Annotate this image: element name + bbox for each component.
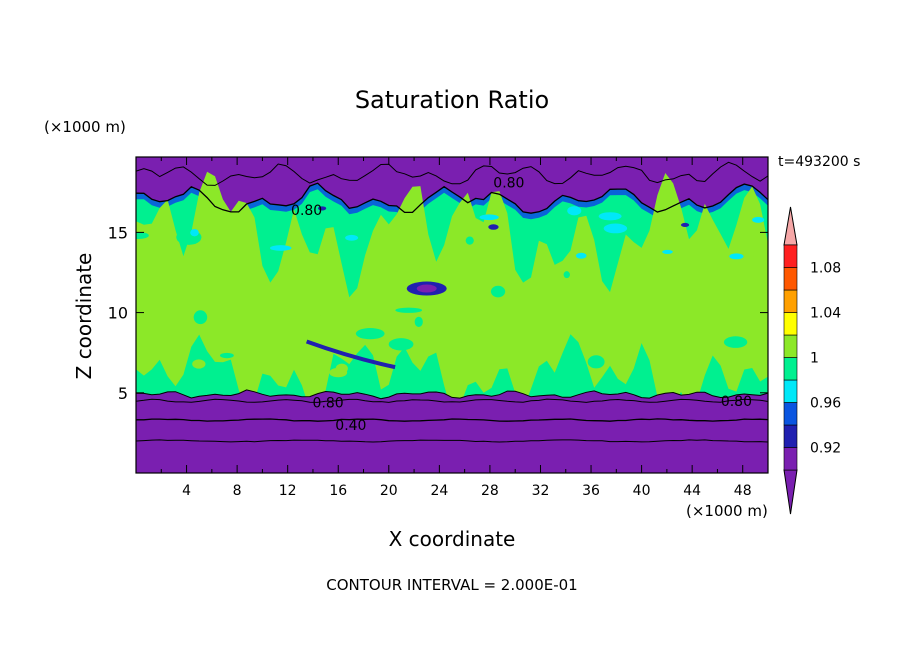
contour-label: 0.80 bbox=[493, 176, 524, 192]
x-tick-label: 8 bbox=[233, 483, 242, 499]
colorbar-tick-label: 0.92 bbox=[810, 441, 841, 457]
filament-patch bbox=[193, 310, 208, 325]
x-tick-label: 16 bbox=[329, 483, 347, 499]
moist-patch bbox=[488, 224, 499, 230]
moist-patch bbox=[269, 245, 292, 251]
colorbar-swatch bbox=[783, 267, 798, 291]
moist-patch bbox=[662, 249, 673, 254]
colorbar-swatch bbox=[783, 334, 798, 358]
filament-patch bbox=[587, 355, 605, 369]
colorbar-swatch bbox=[783, 402, 798, 426]
lower-dry-layer bbox=[136, 389, 768, 473]
contour-upper-inner bbox=[136, 161, 768, 186]
colorbar-tick-label: 1.04 bbox=[810, 306, 841, 322]
filament-patch bbox=[752, 248, 768, 260]
x-tick-label: 4 bbox=[182, 483, 191, 499]
filament-patch bbox=[355, 328, 385, 340]
contour-0.40 bbox=[136, 418, 768, 422]
contour-label: 0.80 bbox=[721, 394, 752, 410]
filament-patch bbox=[451, 244, 474, 253]
filament-patch bbox=[136, 304, 145, 309]
colorbar-swatch bbox=[783, 379, 798, 403]
contour-label: 0.80 bbox=[313, 395, 344, 411]
contour-lower-inner bbox=[136, 439, 768, 443]
filament-patch bbox=[563, 271, 570, 279]
colorbar-over-arrow bbox=[783, 206, 798, 246]
moist-patch bbox=[479, 214, 499, 221]
filament-patch bbox=[138, 257, 155, 270]
x-axis-label: X coordinate bbox=[388, 527, 516, 551]
filament-patch bbox=[385, 318, 411, 325]
plot-frame bbox=[135, 156, 769, 474]
y-axis-units: (×1000 m) bbox=[44, 118, 126, 136]
filament-patch bbox=[417, 336, 443, 345]
saturated-core bbox=[136, 171, 768, 417]
filament-patch bbox=[395, 307, 423, 313]
contour-interval-label: CONTOUR INTERVAL = 2.000E-01 bbox=[326, 576, 578, 594]
blue-rim bbox=[136, 183, 768, 220]
x-tick-label: 20 bbox=[380, 483, 398, 499]
moist-patch bbox=[603, 223, 628, 234]
x-axis-units: (×1000 m) bbox=[686, 502, 768, 520]
x-tick-label: 40 bbox=[633, 483, 651, 499]
moist-patch bbox=[575, 252, 587, 259]
chart-title: Saturation Ratio bbox=[354, 86, 550, 114]
filament-patch bbox=[136, 232, 149, 239]
x-tick-label: 48 bbox=[734, 483, 752, 499]
moist-patch bbox=[190, 228, 199, 237]
moist-patch bbox=[598, 212, 622, 221]
colorbar: 0.92 0.96 1 1.04 1.08 bbox=[783, 206, 841, 515]
filament-patch bbox=[219, 352, 234, 359]
moist-patch bbox=[729, 253, 744, 260]
colorbar-under-arrow bbox=[783, 469, 798, 515]
colorbar-swatch bbox=[783, 424, 798, 448]
dry-pocket-core bbox=[416, 284, 437, 293]
colorbar-swatch bbox=[783, 244, 798, 268]
moist-patch bbox=[317, 206, 327, 211]
filament-patch bbox=[414, 316, 423, 327]
filament-patch bbox=[384, 331, 391, 341]
moist-patch bbox=[752, 216, 765, 223]
filament-patch bbox=[738, 248, 749, 253]
colorbar-tick-label: 0.96 bbox=[810, 396, 841, 412]
x-tick-label: 28 bbox=[481, 483, 499, 499]
time-label: t=493200 s bbox=[778, 154, 861, 170]
x-tick-label: 24 bbox=[430, 483, 448, 499]
filament-patch bbox=[312, 314, 341, 328]
y-tick-label: 10 bbox=[108, 304, 128, 323]
colorbar-swatch bbox=[783, 312, 798, 336]
contour-lower-boundary bbox=[136, 389, 768, 400]
dry-filament bbox=[305, 339, 396, 370]
x-tick-label: 36 bbox=[582, 483, 600, 499]
moist-patch bbox=[567, 206, 582, 216]
moist-patch bbox=[345, 234, 359, 241]
filament-patch bbox=[137, 329, 159, 335]
contour-0.80-lower bbox=[136, 398, 768, 403]
colorbar-tick-label: 1.08 bbox=[810, 261, 841, 277]
filament-patch bbox=[490, 285, 506, 298]
x-tick-label: 44 bbox=[683, 483, 701, 499]
colorbar-tick-label: 1 bbox=[810, 351, 819, 367]
filament-patch bbox=[465, 236, 474, 245]
contour-field bbox=[136, 157, 768, 473]
filament-patch bbox=[192, 359, 206, 369]
colorbar-swatch bbox=[783, 447, 798, 471]
y-tick-label: 5 bbox=[118, 384, 128, 403]
colorbar-swatch bbox=[783, 289, 798, 313]
filament-patch bbox=[723, 336, 748, 348]
colorbar-swatch bbox=[783, 357, 798, 381]
filament-patch bbox=[388, 338, 414, 351]
filament-patch bbox=[329, 367, 348, 378]
x-tick-label: 12 bbox=[279, 483, 297, 499]
y-tick-label: 15 bbox=[108, 223, 128, 242]
moist-patch bbox=[680, 222, 690, 228]
contour-label: 0.80 bbox=[291, 203, 322, 219]
x-tick-label: 32 bbox=[532, 483, 550, 499]
contour-label: 0.40 bbox=[335, 418, 366, 434]
contour-0.80-upper bbox=[136, 182, 768, 214]
